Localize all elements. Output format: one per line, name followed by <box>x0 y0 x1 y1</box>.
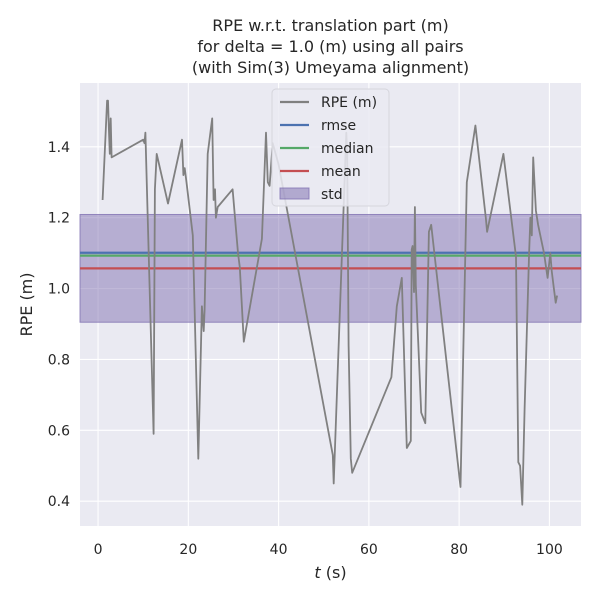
x-tick-label: 100 <box>536 542 563 558</box>
y-tick-label: 1.2 <box>48 211 70 227</box>
x-tick-labels: 0 20 40 60 80 100 <box>94 542 563 558</box>
x-tick-label: 60 <box>360 542 378 558</box>
chart-title: RPE w.r.t. translation part (m) for delt… <box>192 16 469 77</box>
x-axis-label-unit: (s) <box>321 563 347 582</box>
x-tick-label: 80 <box>450 542 468 558</box>
title-line-1: RPE w.r.t. translation part (m) <box>212 16 448 35</box>
legend-std-swatch <box>279 187 310 200</box>
title-line-2: for delta = 1.0 (m) using all pairs <box>197 37 463 56</box>
x-tick-label: 0 <box>94 542 103 558</box>
legend-box <box>271 88 390 207</box>
y-tick-label: 0.4 <box>48 494 70 510</box>
x-tick-label: 20 <box>179 542 197 558</box>
legend-label: std <box>321 187 343 203</box>
y-tick-labels: 0.4 0.6 0.8 1.0 1.2 1.4 <box>48 140 70 510</box>
stat-lines <box>79 213 582 323</box>
x-axis-label: t (s) <box>314 563 346 582</box>
legend-label: median <box>321 141 373 157</box>
legend-label: RPE (m) <box>321 95 377 111</box>
y-axis-label: RPE (m) <box>17 272 36 336</box>
x-axis-label-var: t <box>314 563 321 582</box>
legend: RPE (m) rmse median mean std <box>271 88 390 207</box>
y-tick-label: 1.4 <box>48 140 70 156</box>
legend-label: rmse <box>321 118 356 134</box>
x-tick-label: 40 <box>270 542 288 558</box>
y-tick-label: 1.0 <box>48 282 70 298</box>
y-tick-label: 0.8 <box>48 352 70 368</box>
y-tick-label: 0.6 <box>48 423 70 439</box>
legend-label: mean <box>321 164 361 180</box>
title-line-3: (with Sim(3) Umeyama alignment) <box>192 58 469 77</box>
